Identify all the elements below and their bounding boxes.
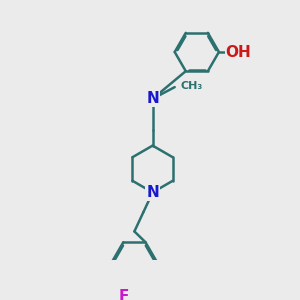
Text: OH: OH <box>226 44 251 59</box>
Text: CH₃: CH₃ <box>180 81 203 91</box>
Text: N: N <box>146 91 159 106</box>
Text: N: N <box>146 185 159 200</box>
Text: F: F <box>118 289 128 300</box>
